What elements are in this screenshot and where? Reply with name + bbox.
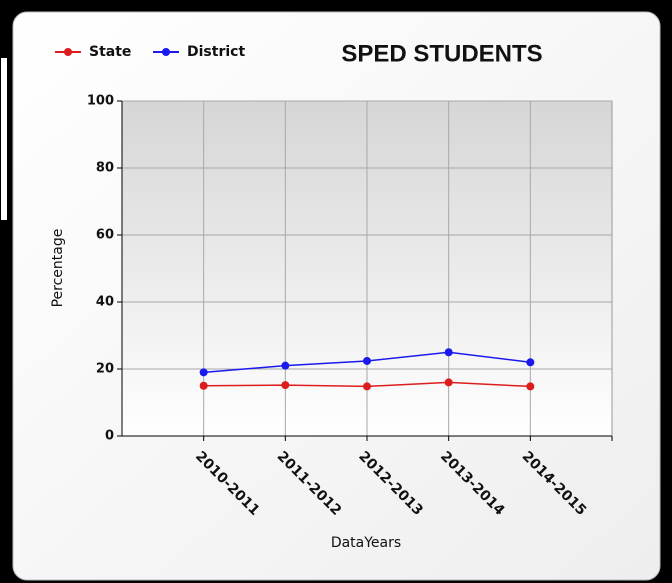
data-point — [363, 382, 371, 391]
chart-title: SPED STUDENTS — [341, 40, 542, 67]
legend-label: State — [89, 44, 131, 60]
data-point — [199, 368, 208, 377]
data-point — [444, 348, 453, 357]
data-point — [281, 361, 290, 370]
legend-marker — [162, 48, 170, 56]
data-point — [526, 382, 535, 391]
data-point — [444, 378, 453, 387]
data-point — [199, 381, 208, 390]
y-tick-label: 40 — [96, 295, 114, 310]
y-tick-label: 100 — [87, 94, 114, 109]
y-tick-label: 60 — [96, 228, 114, 243]
y-tick-label: 0 — [105, 429, 114, 444]
data-point — [363, 356, 371, 365]
y-tick-label: 20 — [96, 362, 114, 377]
data-point — [526, 358, 535, 367]
legend-label: District — [187, 44, 245, 60]
side-bracket — [0, 56, 9, 222]
y-tick-label: 80 — [96, 161, 114, 176]
data-point — [281, 381, 290, 390]
y-axis-label: Percentage — [50, 229, 66, 308]
legend-marker — [64, 48, 72, 56]
x-axis-label: DataYears — [331, 535, 401, 551]
